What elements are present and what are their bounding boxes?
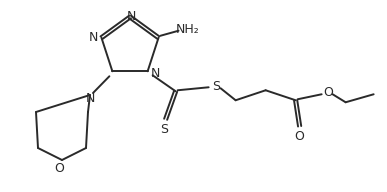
Text: O: O — [295, 130, 305, 143]
Text: S: S — [159, 123, 168, 136]
Text: O: O — [54, 162, 64, 175]
Text: O: O — [324, 86, 334, 99]
Text: N: N — [151, 67, 160, 80]
Text: N: N — [126, 9, 136, 22]
Text: S: S — [212, 80, 220, 93]
Text: NH₂: NH₂ — [176, 23, 199, 36]
Text: N: N — [85, 93, 95, 105]
Text: N: N — [89, 31, 98, 44]
